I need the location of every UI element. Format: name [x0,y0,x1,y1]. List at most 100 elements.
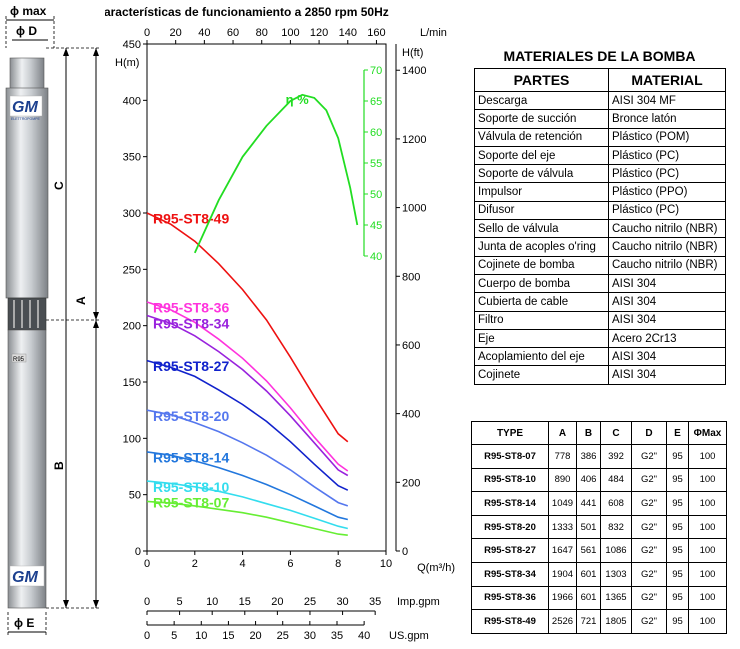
hft-axis-label: H(ft) [402,47,423,59]
x-axis-label: Q(m³/h) [417,562,455,574]
dimension-cell: 95 [666,538,689,563]
dimensions-row: R95-ST8-34 1904 601 1303 G2" 95 100 [471,561,727,587]
head-curve-r95-st8-10 [146,480,348,530]
y-tick-label: 350 [123,152,141,164]
materials-header-1: MATERIAL [608,68,726,92]
type-cell: R95-ST8-34 [471,561,549,587]
lmin-tick-label: 100 [281,27,299,39]
phi-e-label: ϕ E [14,616,34,630]
dimension-cell: G2" [631,609,667,634]
dimensions-row: R95-ST8-10 890 406 484 G2" 95 100 [471,467,727,493]
dimension-cell: 1904 [548,561,577,587]
dimension-cell: 95 [666,609,689,634]
dimension-cell: 501 [576,514,601,540]
hft-tick-label: 1200 [402,134,426,146]
materials-row: Junta de acoples o'ring Caucho nitrilo (N… [474,237,726,257]
materials-row: Cojinete de bomba Caucho nitrilo (NBR) [474,255,726,275]
brand-logo-top [9,95,43,117]
materials-row: Soporte de válvula Plástico (PC) [474,164,726,184]
dimension-cell: 1049 [548,491,577,516]
hft-tick-label: 1400 [402,65,426,77]
dimensions-header-6: ΦMax [688,421,727,445]
material-cell: AISI 304 [608,310,726,330]
dimension-cell: 100 [688,585,727,611]
dimension-cell: 1966 [548,585,577,611]
part-cell: Difusor [474,200,609,221]
dimensions-row: R95-ST8-27 1647 561 1086 G2" 95 100 [471,538,727,563]
dimensions-table-block: TYPE A B C D E ΦMax R95-ST8-07 778 386 392 G2" 95 10… [471,421,727,634]
part-cell: Sello de válvula [474,219,609,239]
phi-max-label: ϕ max [10,4,47,18]
dimension-cell: 95 [666,585,689,611]
materials-row: Válvula de retención Plástico (POM) [474,127,726,147]
efficiency-label: η % [286,92,310,107]
us-tick-label: 40 [358,630,370,642]
dimension-cell: G2" [631,467,667,493]
material-cell: Caucho nitrilo (NBR) [608,219,726,239]
dimension-cell: 95 [666,514,689,540]
part-cell: Acoplamiento del eje [474,347,609,367]
series-label: R95-ST8-36 [153,300,229,316]
x-tick-label: 6 [287,558,293,570]
dimension-cell: 406 [576,467,601,493]
head-curve-r95-st8-20 [146,409,349,507]
brand-logo-subtext: ELETTROPOMPE [11,117,40,121]
materials-table: PARTES MATERIAL Descarga AISI 304 MF Soport… [474,68,726,385]
part-cell: Descarga [474,90,609,111]
hft-tick-label: 0 [402,546,408,558]
type-cell: R95-ST8-49 [471,609,549,634]
hft-tick-label: 800 [402,271,420,283]
hft-tick-label: 200 [402,477,420,489]
dimensions-header-2: B [576,421,601,445]
y-tick-label: 200 [123,321,141,333]
materials-row: Eje Acero 2Cr13 [474,328,726,349]
us-tick-label: 15 [222,630,234,642]
y-tick-label: 400 [123,95,141,107]
type-cell: R95-ST8-14 [471,491,549,516]
part-cell: Junta de acoples o'ring [474,237,609,257]
us-tick-label: 5 [171,630,177,642]
imp-tick-label: 15 [239,596,251,608]
materials-row: Acoplamiento del eje AISI 304 [474,347,726,367]
material-cell: Bronce latón [608,109,726,129]
imp-tick-label: 25 [304,596,316,608]
lmin-tick-label: 40 [198,27,210,39]
dimension-cell: 386 [576,444,601,469]
brand-logo-bottom [9,565,45,587]
part-cell: Filtro [474,310,609,330]
brand-logo-top-text: GM [12,99,38,116]
series-label: R95-ST8-27 [153,358,229,374]
y-axis-label: H(m) [115,57,139,69]
y-tick-label: 450 [123,39,141,51]
dimension-cell: 95 [666,491,689,516]
material-cell: AISI 304 MF [608,90,726,111]
imp-tick-label: 5 [177,596,183,608]
materials-row: Sello de válvula Caucho nitrilo (NBR) [474,219,726,239]
material-cell: AISI 304 [608,347,726,367]
materials-row: Filtro AISI 304 [474,310,726,330]
us-tick-label: 10 [195,630,207,642]
head-curve-r95-st8-07 [146,500,348,536]
hft-tick-label: 600 [402,340,420,352]
eff-tick-label: 45 [370,220,382,232]
type-cell: R95-ST8-07 [471,444,549,469]
dimensions-header-5: E [666,421,689,445]
dim-c-label: C [52,181,66,190]
x-tick-label: 4 [240,558,246,570]
lmin-tick-label: 60 [227,27,239,39]
us-tick-label: 30 [304,630,316,642]
part-cell: Válvula de retención [474,127,609,147]
material-cell: Caucho nitrilo (NBR) [608,237,726,257]
material-cell: Plástico (PC) [608,164,726,184]
series-label: R95-ST8-07 [153,495,229,511]
performance-chart: Características de funcionamiento a 2850… [105,5,455,642]
eff-tick-label: 50 [370,189,382,201]
material-cell: Acero 2Cr13 [608,328,726,349]
materials-row: Cubierta de cable AISI 304 [474,292,726,312]
material-cell: AISI 304 [608,365,726,385]
lmin-tick-label: 120 [310,27,328,39]
dimension-cell: 100 [688,538,727,563]
type-cell: R95-ST8-27 [471,538,549,563]
hft-tick-label: 400 [402,409,420,421]
dimension-cell: G2" [631,444,667,469]
